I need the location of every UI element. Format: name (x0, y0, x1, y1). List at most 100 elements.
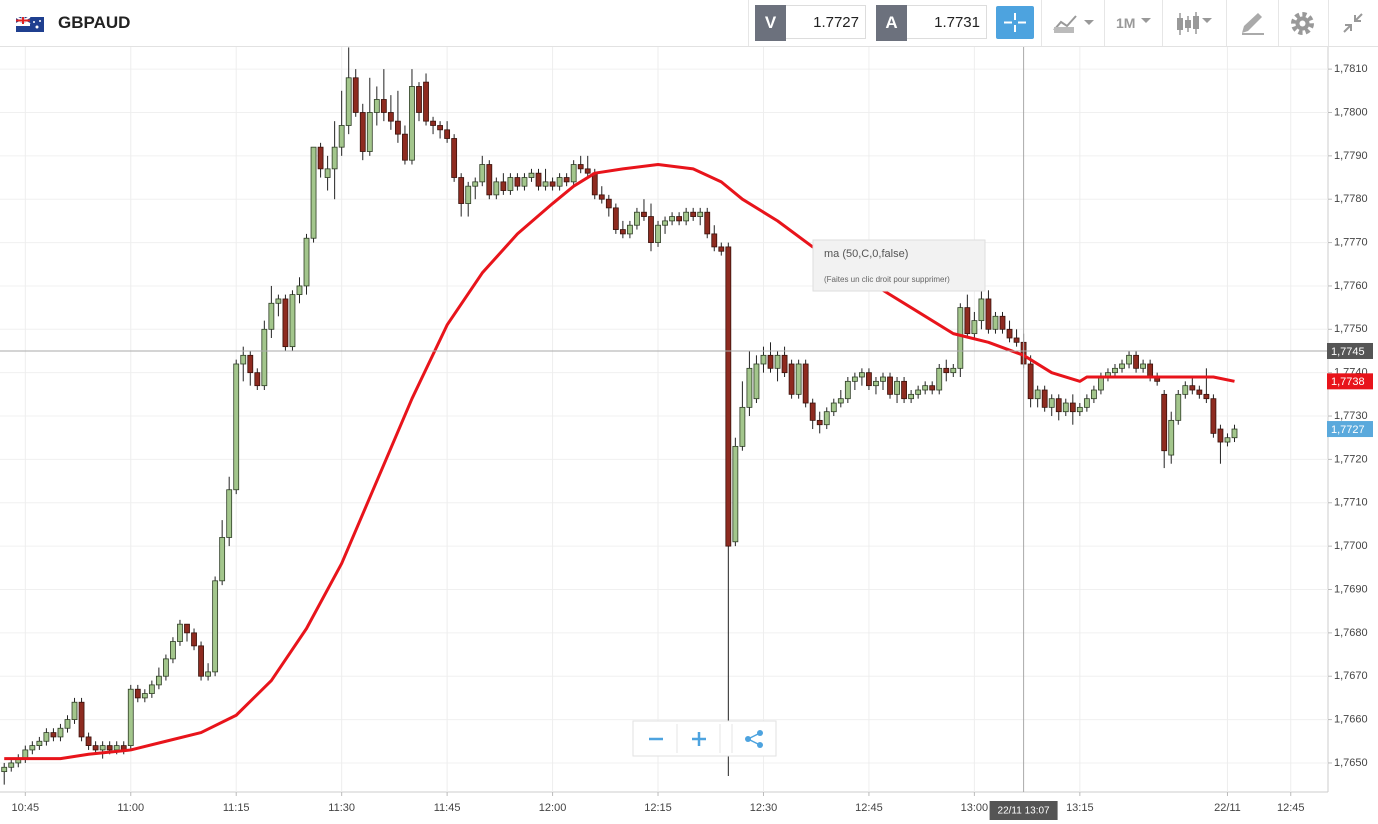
candle-body (29, 745, 36, 751)
x-tick-label: 11:30 (328, 802, 355, 814)
candle-body (387, 112, 394, 122)
candle-body (732, 445, 739, 543)
candle-body (303, 237, 310, 287)
candle-body (352, 77, 359, 113)
candle-body (1217, 428, 1224, 443)
timeframe-button[interactable]: 1M (1116, 15, 1136, 31)
candle-body (275, 298, 282, 304)
candle-body (8, 762, 15, 768)
x-tick-label: 13:00 (961, 802, 989, 814)
separator (1226, 0, 1227, 46)
crosshair-price-label: 1,7745 (1331, 346, 1365, 358)
candle-body (219, 537, 226, 582)
candle-body (36, 740, 43, 747)
price-marker-box (1327, 373, 1373, 390)
candle-body (612, 207, 619, 230)
candle-body (366, 112, 373, 152)
candle-body (1041, 389, 1048, 408)
price-marker-label: 1,7727 (1331, 424, 1365, 436)
candle-body (465, 185, 472, 204)
share-button[interactable] (745, 730, 763, 748)
x-tick-label: 10:45 (12, 802, 40, 814)
y-tick-label: 1,7730 (1334, 410, 1368, 422)
ask-price: 1.7731 (907, 5, 987, 39)
candle-body (113, 745, 120, 751)
candle-body (380, 99, 387, 113)
crosshair-button[interactable] (996, 6, 1034, 39)
candle-body (767, 354, 774, 369)
candle-body (760, 354, 767, 365)
bid-price: 1.7727 (786, 5, 866, 39)
candle-body (577, 164, 584, 170)
candle-body (598, 194, 605, 200)
candle-body (331, 146, 338, 170)
candle-body (950, 367, 957, 374)
candle-body (1175, 393, 1182, 421)
x-tick-label: 12:45 (855, 802, 883, 814)
candle-body (1182, 385, 1189, 395)
zoom-in-button[interactable] (692, 732, 706, 746)
candle-body (858, 372, 865, 378)
settings-button[interactable] (1290, 11, 1315, 36)
candle-body (725, 246, 732, 547)
fullscreen-button[interactable] (1341, 11, 1365, 35)
x-tick-label: 11:15 (223, 802, 250, 814)
candle-body (802, 363, 809, 404)
candle-body (92, 745, 99, 751)
x-tick-label: 12:00 (539, 802, 567, 814)
y-tick-label: 1,7760 (1334, 280, 1368, 292)
candle-body (774, 354, 781, 369)
candle-body (184, 623, 190, 634)
y-tick-label: 1,7720 (1334, 453, 1368, 465)
candle-body (605, 198, 612, 209)
candle-body (837, 398, 844, 404)
candle-body (528, 172, 535, 178)
separator (1162, 0, 1163, 46)
y-tick-label: 1,7800 (1334, 106, 1368, 118)
candle-body (148, 684, 155, 694)
candle-body (1168, 419, 1175, 456)
tooltip-title: ma (50,C,0,false) (824, 248, 908, 260)
overlay-layer: 1,7650 1,7660 1,7670 1,7680 1,7690 1,7700 1,77… (12, 63, 1373, 820)
candle-body (155, 675, 162, 686)
plot-area (0, 47, 1328, 792)
candle-body (437, 125, 443, 131)
candle-body (697, 211, 704, 217)
candle-body (247, 354, 254, 374)
candle-body (1140, 363, 1147, 369)
bid-button[interactable]: V (755, 5, 786, 41)
candle-body (85, 736, 92, 747)
toolbar: GBPAUD V 1.7727 A 1.7731 1M (0, 0, 1378, 47)
separator (1104, 0, 1105, 46)
candle-body (479, 164, 486, 183)
candle-body (226, 489, 233, 538)
candle-body (1048, 398, 1055, 408)
candle-body (71, 701, 78, 720)
candle-body (683, 211, 690, 222)
ask-button[interactable]: A (876, 5, 907, 41)
candle-body (866, 372, 872, 387)
candle-body (163, 658, 169, 677)
y-tick-label: 1,7770 (1334, 236, 1368, 248)
candle-body (261, 328, 268, 387)
y-tick-label: 1,7650 (1334, 757, 1368, 769)
x-tick-label: 13:15 (1066, 802, 1094, 814)
drawing-button[interactable] (1240, 11, 1266, 35)
candle-body (1112, 367, 1118, 374)
candle-body (1133, 354, 1139, 369)
indicators-button[interactable] (1052, 12, 1097, 34)
candle-body (451, 138, 458, 178)
candle-body (1055, 398, 1062, 413)
candle-body (514, 177, 521, 187)
x-tick-label: 12:30 (750, 802, 778, 814)
chart-type-button[interactable] (1176, 10, 1220, 38)
y-tick-label: 1,7780 (1334, 193, 1368, 205)
candle-body (936, 367, 943, 391)
candle-body (957, 307, 964, 369)
candle-body (634, 211, 640, 226)
candle-body (282, 298, 289, 348)
candle-body (1013, 337, 1020, 343)
candle-body (57, 727, 64, 738)
candle-body (978, 298, 985, 322)
candle-body (43, 732, 50, 742)
